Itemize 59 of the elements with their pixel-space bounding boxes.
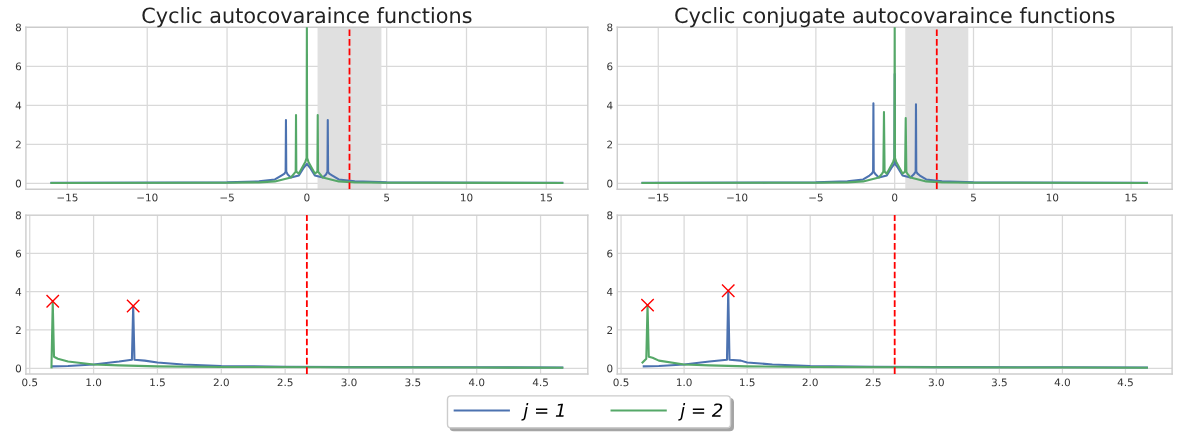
x-tick-label: 4.5	[1117, 378, 1133, 387]
x-tick-label: −10	[137, 193, 158, 202]
x-tick-label: −5	[809, 193, 823, 202]
x-tick-label: −10	[727, 193, 748, 202]
y-tick-label: 8	[607, 211, 613, 220]
y-tick-label: 6	[15, 249, 22, 258]
y-tick-label: 2	[15, 140, 21, 149]
chart-title: Cyclic autocovaraince functions	[142, 7, 472, 28]
chart-title: Cyclic conjugate autocovaraince functions	[675, 7, 1115, 28]
x-tick-label: 4.0	[468, 378, 485, 387]
line-series	[641, 304, 1148, 369]
x-tick-label: 3.5	[991, 378, 1007, 387]
x-tick-label: 2.5	[277, 378, 293, 387]
y-tick-label: 6	[15, 62, 22, 71]
x-tick-label: 2.0	[802, 378, 818, 387]
y-tick-label: 0	[607, 179, 613, 188]
y-tick-label: 8	[607, 23, 613, 32]
legend-label: j = 2	[678, 403, 723, 421]
x-tick-label: −15	[57, 193, 78, 202]
legend-label: j = 1	[521, 403, 564, 421]
y-tick-label: 4	[606, 101, 613, 110]
x-tick-label: 1.5	[150, 378, 165, 387]
y-tick-label: 0	[15, 179, 22, 188]
y-tick-label: 8	[15, 23, 22, 32]
x-tick-label: −5	[220, 193, 234, 202]
y-tick-label: 8	[15, 211, 22, 220]
y-tick-label: 0	[15, 364, 22, 373]
x-tick-label: 1.0	[676, 378, 692, 387]
x-tick-label: 5	[384, 193, 390, 202]
y-tick-label: 0	[607, 364, 613, 373]
x-tick-label: 3.5	[405, 378, 421, 387]
y-tick-label: 4	[15, 288, 22, 296]
x-tick-label: 4.5	[532, 378, 548, 387]
y-tick-label: 2	[607, 326, 613, 334]
x-tick-label: 0.5	[22, 378, 38, 387]
x-tick-label: 1.0	[86, 378, 102, 387]
x-tick-label: 0.5	[613, 378, 629, 387]
x-tick-label: 15	[1125, 193, 1137, 202]
x-tick-label: 3.0	[341, 378, 357, 387]
x-tick-label: 2.0	[213, 378, 229, 387]
x-tick-label: 5	[970, 193, 976, 202]
x-tick-label: −15	[648, 193, 669, 202]
x-tick-label: 4.0	[1054, 378, 1070, 387]
y-tick-label: 6	[607, 62, 613, 71]
y-tick-label: 4	[15, 101, 22, 110]
x-tick-label: 1.5	[740, 378, 755, 387]
x-tick-label: 10	[461, 193, 473, 202]
x-tick-label: 2.5	[865, 378, 881, 387]
x-tick-label: 15	[540, 193, 553, 202]
y-tick-label: 2	[607, 140, 613, 149]
x-tick-label: 0	[892, 193, 898, 202]
x-tick-label: 10	[1046, 193, 1059, 202]
x-tick-label: 3.0	[928, 378, 944, 387]
y-tick-label: 2	[15, 326, 21, 334]
x-tick-label: 0	[304, 193, 310, 202]
y-tick-label: 6	[607, 249, 613, 258]
line-series	[641, 27, 1148, 184]
line-series	[50, 27, 564, 184]
y-tick-label: 4	[606, 288, 613, 296]
